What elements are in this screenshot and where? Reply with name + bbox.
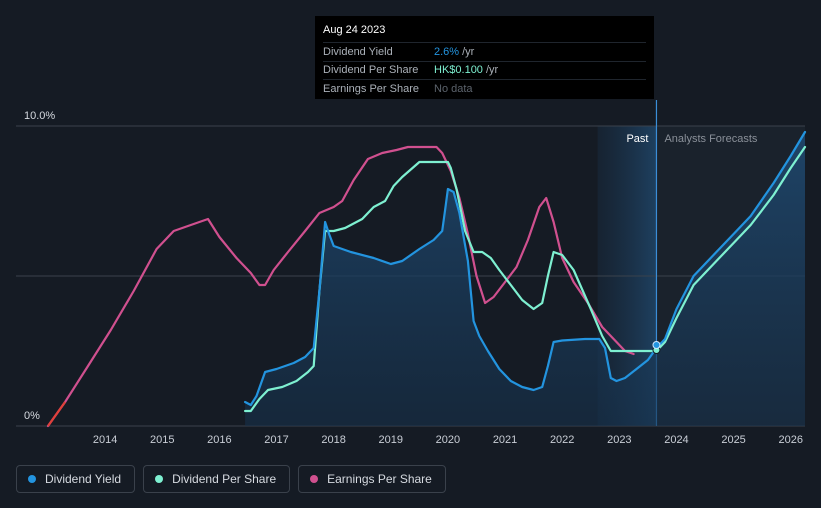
- legend-label: Earnings Per Share: [327, 472, 432, 486]
- forecast-label: Analysts Forecasts: [664, 133, 757, 145]
- x-tick-label: 2021: [493, 434, 517, 446]
- tooltip-label: Dividend Yield: [323, 45, 393, 58]
- legend: Dividend Yield Dividend Per Share Earnin…: [16, 465, 446, 493]
- legend-dot-icon: [310, 475, 319, 483]
- tooltip-value: HK$0.100: [434, 64, 483, 77]
- legend-dot-icon: [155, 475, 164, 483]
- tooltip-date: Aug 24 2023: [323, 24, 386, 36]
- series-line-earnings-per-share: [46, 145, 635, 428]
- tooltip-row-dividend-per-share: Dividend Per Share HK$0.100 /yr: [323, 60, 646, 80]
- tooltip-value: No data: [434, 82, 473, 95]
- x-tick-label: 2016: [207, 434, 231, 446]
- tooltip-unit: /yr: [462, 45, 475, 58]
- x-tick-label: 2025: [721, 434, 745, 446]
- tooltip-value: 2.6%: [434, 45, 460, 58]
- tooltip-label: Dividend Per Share: [323, 64, 419, 77]
- x-tick-label: 2023: [607, 434, 631, 446]
- x-tick-label: 2017: [264, 434, 288, 446]
- tooltip-row-earnings-per-share: Earnings Per Share No data: [323, 79, 646, 98]
- y-tick-label: 10.0%: [24, 110, 55, 122]
- x-tick-label: 2014: [93, 434, 117, 446]
- x-tick-label: 2015: [150, 434, 174, 446]
- x-tick-label: 2018: [321, 434, 345, 446]
- past-label: Past: [626, 133, 648, 145]
- legend-item-earnings-per-share[interactable]: Earnings Per Share: [298, 465, 446, 493]
- x-tick-label: 2024: [664, 434, 688, 446]
- legend-dot-icon: [28, 475, 36, 483]
- x-tick-label: 2020: [436, 434, 460, 446]
- tooltip-label: Earnings Per Share: [323, 82, 419, 95]
- legend-item-dividend-per-share[interactable]: Dividend Per Share: [143, 465, 291, 493]
- tooltip: Aug 24 2023 Dividend Yield 2.6% /yr Divi…: [315, 16, 654, 99]
- tooltip-row-dividend-yield: Dividend Yield 2.6% /yr: [323, 42, 646, 61]
- series-fill-dividend-yield: [245, 132, 806, 426]
- legend-label: Dividend Yield: [45, 472, 122, 486]
- x-tick-label: 2022: [550, 434, 574, 446]
- legend-label: Dividend Per Share: [172, 472, 277, 486]
- marker-dividend-yield: [652, 341, 661, 349]
- x-tick-label: 2026: [778, 434, 802, 446]
- y-tick-label: 0%: [24, 410, 40, 422]
- series-line-earnings-negative: [47, 401, 66, 427]
- legend-item-dividend-yield[interactable]: Dividend Yield: [16, 465, 136, 493]
- tooltip-unit: /yr: [485, 64, 499, 77]
- x-tick-label: 2019: [379, 434, 403, 446]
